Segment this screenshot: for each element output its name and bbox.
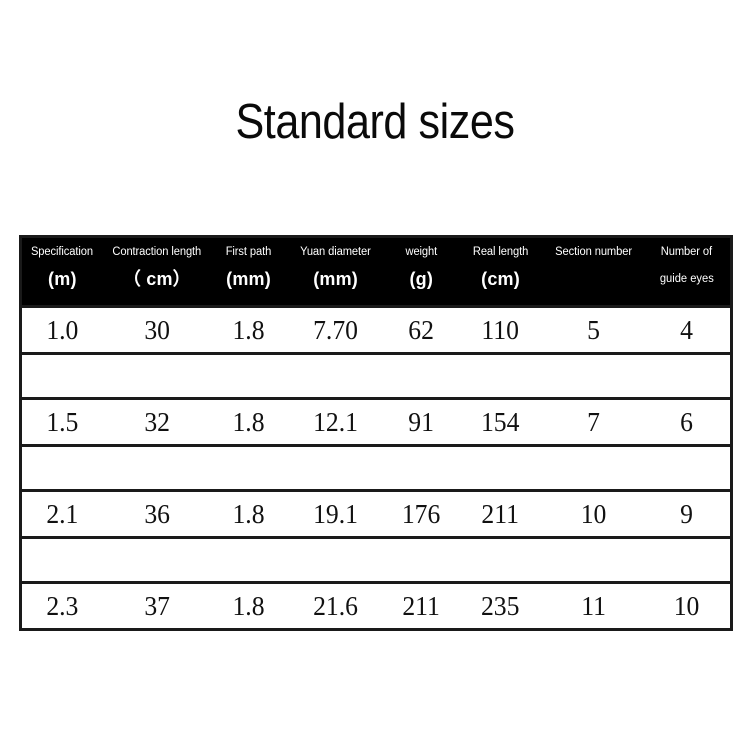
table-cell: 154 (481, 407, 520, 437)
table-header-cell: Real length (cm) (457, 238, 543, 305)
table-body: 1.0 30 1.8 7.70 62 110 5 4 1.5 32 1.8 12.1 91 154 7 6 2.… (22, 305, 730, 628)
table-cell: 1.8 (232, 315, 265, 345)
table-header-cell: weight (g) (385, 238, 457, 305)
table-cell: 21.6 (313, 591, 359, 621)
standard-sizes-table: Specification (m) Contraction length （ cm） F… (19, 235, 733, 631)
table-row: 1.5 32 1.8 12.1 91 154 7 6 (22, 397, 730, 444)
column-name: Yuan diameter (300, 246, 371, 258)
table-header-cell: Specification (m) (22, 238, 103, 305)
table-header-cell: Section number (544, 238, 643, 305)
table-cell: 211 (481, 499, 520, 529)
column-name: weight (405, 246, 438, 258)
table-cell: 19.1 (313, 499, 359, 529)
column-name-line2: guide eyes (659, 273, 714, 285)
table-cell: 110 (481, 315, 520, 345)
table-cell: 12.1 (313, 407, 359, 437)
table-header-cell: Number of guide eyes (643, 238, 730, 305)
table-cell: 37 (144, 591, 170, 621)
table-cell: 7 (586, 407, 600, 437)
table-cell: 2.1 (46, 499, 79, 529)
table-cell: 10 (673, 591, 700, 621)
table-header-row: Specification (m) Contraction length （ cm） F… (22, 238, 730, 305)
column-name: Contraction length (112, 246, 202, 258)
table-cell: 1.5 (46, 407, 79, 437)
table-row: 2.1 36 1.8 19.1 176 211 10 9 (22, 489, 730, 536)
table-cell: 7.70 (313, 315, 359, 345)
column-name: Specification (31, 246, 94, 258)
column-name: Number of (660, 246, 713, 258)
table-cell: 36 (144, 499, 170, 529)
table-cell: 62 (408, 315, 435, 345)
table-cell: 32 (144, 407, 170, 437)
table-row: 2.3 37 1.8 21.6 211 235 11 10 (22, 581, 730, 628)
column-unit: (mm) (226, 269, 271, 289)
table-cell: 211 (402, 591, 441, 621)
table-header-cell: First path (mm) (211, 238, 286, 305)
table-cell: 9 (679, 499, 693, 529)
column-unit: (g) (409, 269, 434, 289)
table-cell: 10 (580, 499, 607, 529)
table-cell: 1.0 (46, 315, 79, 345)
table-spacer-row (22, 444, 730, 489)
table-cell: 1.8 (232, 499, 265, 529)
column-name: Real length (472, 246, 529, 258)
column-unit: (m) (48, 269, 77, 289)
table-spacer-row (22, 536, 730, 581)
table-cell: 30 (144, 315, 170, 345)
column-unit: (mm) (313, 269, 359, 289)
column-name: First path (225, 246, 272, 258)
table-cell: 11 (580, 591, 606, 621)
table-cell: 4 (679, 315, 693, 345)
table-cell: 1.8 (232, 407, 265, 437)
table-spacer-row (22, 352, 730, 397)
table-cell: 6 (679, 407, 693, 437)
column-unit: (cm) (481, 269, 520, 289)
column-unit: （ cm） (122, 269, 191, 289)
table-cell: 5 (586, 315, 600, 345)
table-cell: 2.3 (46, 591, 79, 621)
column-name: Section number (554, 246, 632, 258)
table-row: 1.0 30 1.8 7.70 62 110 5 4 (22, 305, 730, 352)
table-header-cell: Contraction length （ cm） (103, 238, 211, 305)
table-cell: 1.8 (232, 591, 265, 621)
table-cell: 176 (402, 499, 441, 529)
table-cell: 91 (408, 407, 435, 437)
page-title: Standard sizes (235, 95, 515, 149)
table-header-cell: Yuan diameter (mm) (286, 238, 385, 305)
table-cell: 235 (481, 591, 520, 621)
